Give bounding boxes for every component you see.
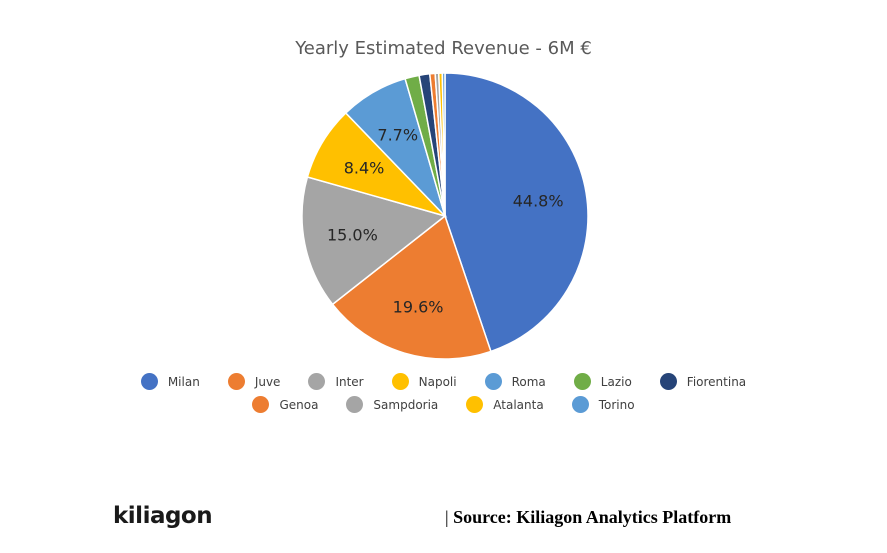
legend-item-genoa: Genoa <box>252 396 318 413</box>
legend-swatch <box>391 373 409 390</box>
legend-item-napoli: Napoli <box>391 373 457 390</box>
legend-swatch <box>466 396 484 413</box>
legend-label: Juve <box>254 374 281 389</box>
legend-item-atalanta: Atalanta <box>466 396 544 413</box>
legend-swatch <box>571 396 589 413</box>
legend-item-fiorentina: Fiorentina <box>659 373 747 390</box>
legend-swatch <box>140 373 158 390</box>
legend-label: Inter <box>335 374 364 389</box>
legend-label: Torino <box>598 397 635 412</box>
legend-item-juve: Juve <box>227 373 281 390</box>
slice-label-napoli: 8.4% <box>344 158 385 177</box>
legend-item-lazio: Lazio <box>573 373 632 390</box>
pie-slice-juve <box>331 214 492 360</box>
slice-label-inter: 15.0% <box>327 225 378 244</box>
legend-label: Atalanta <box>493 397 544 412</box>
slice-label-milan: 44.8% <box>513 192 564 211</box>
legend-swatch <box>659 373 677 390</box>
legend-item-sampdoria: Sampdoria <box>346 396 438 413</box>
slice-label-roma: 7.7% <box>377 125 418 144</box>
legend-label: Sampdoria <box>373 397 439 412</box>
legend-row-2: Genoa Sampdoria Atalanta Torino <box>0 396 887 413</box>
legend-item-roma: Roma <box>484 373 546 390</box>
chart-title: Yearly Estimated Revenue - 6M € <box>295 38 592 59</box>
pie-slice-torino <box>441 72 446 217</box>
source-note: | Source: Kiliagon Analytics Platform <box>445 507 731 528</box>
slice-label-juve: 19.6% <box>393 297 444 316</box>
legend-item-milan: Milan <box>140 373 200 390</box>
legend-label: Napoli <box>418 374 457 389</box>
legend-label: Milan <box>167 374 200 389</box>
pie-slice-inter <box>301 176 447 306</box>
legend-label: Roma <box>511 374 546 389</box>
legend-swatch <box>252 396 270 413</box>
legend-label: Lazio <box>600 374 632 389</box>
legend-item-inter: Inter <box>308 373 364 390</box>
legend-swatch <box>573 373 591 390</box>
legend-swatch <box>308 373 326 390</box>
pie-slice-milan <box>444 72 589 353</box>
legend-label: Fiorentina <box>686 374 747 389</box>
legend-swatch <box>227 373 245 390</box>
source-separator: | <box>445 507 449 527</box>
legend-label: Genoa <box>279 397 319 412</box>
legend-swatch <box>346 396 364 413</box>
brand-logo: kiliagon <box>113 503 213 529</box>
legend-item-torino: Torino <box>571 396 635 413</box>
legend-swatch <box>484 373 502 390</box>
legend-row-1: Milan Juve Inter Napoli Roma Lazio Fiorentina <box>0 373 887 390</box>
source-text: Source: Kiliagon Analytics Platform <box>453 507 732 527</box>
